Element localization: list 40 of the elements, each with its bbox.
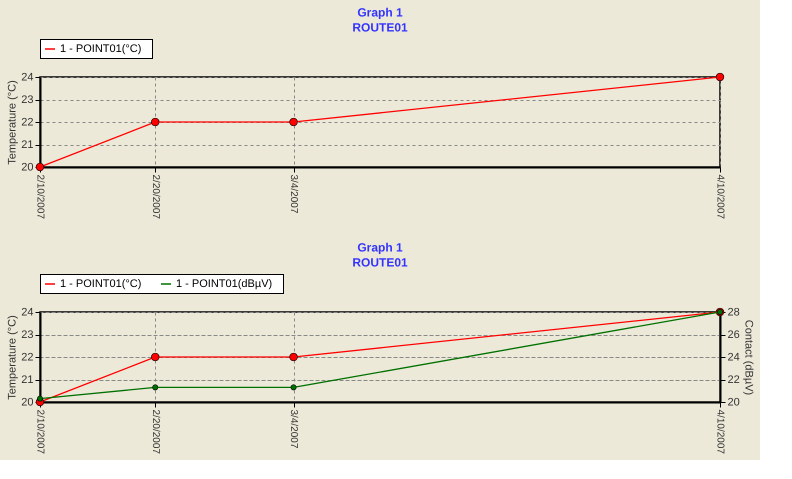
y2-tick-label: 22 [728, 374, 740, 386]
y-tick-label: 24 [21, 306, 34, 318]
legend-label: 1 - POINT01(dBµV) [176, 278, 272, 290]
y2-tick-label: 20 [728, 396, 740, 408]
x-tick-label: 3/4/2007 [288, 174, 300, 214]
chart-subtitle: ROUTE01 [352, 20, 408, 34]
x-tick-label: 2/20/2007 [150, 174, 161, 220]
point [290, 384, 297, 390]
chart-title: Graph 1 [357, 6, 403, 20]
y2-tick-label: 28 [728, 306, 740, 318]
chart-title: Graph 1 [357, 240, 403, 254]
point [289, 352, 298, 362]
y2-tick-label: 26 [728, 329, 740, 341]
legend-label: 1 - POINT01(°C) [60, 43, 142, 55]
x-tick-label: 3/4/2007 [288, 410, 300, 449]
point [152, 384, 158, 390]
y-tick-label: 23 [21, 94, 34, 106]
point [151, 352, 160, 362]
x-tick-label: 2/20/2007 [150, 410, 161, 454]
y-tick-label: 21 [21, 374, 34, 386]
point [151, 118, 160, 126]
y-tick-label: 20 [21, 396, 34, 408]
y-tick-label: 23 [21, 329, 34, 341]
y-tick-label: 24 [21, 72, 34, 84]
x-tick-label: 2/10/2007 [34, 410, 46, 454]
y-axis-title: Temperature (°C) [6, 315, 18, 400]
x-tick-label: 4/10/2007 [714, 174, 726, 220]
y2-axis-title: Contact (dBµV) [742, 320, 755, 396]
chart-subtitle: ROUTE01 [352, 256, 408, 270]
y2-tick-label: 24 [728, 352, 740, 364]
x-tick-label: 2/10/2007 [34, 174, 46, 220]
x-tick-label: 4/10/2007 [714, 410, 726, 454]
y-tick-label: 22 [21, 352, 34, 364]
y-tick-label: 21 [21, 139, 34, 151]
y-tick-label: 22 [21, 116, 34, 128]
legend-label: 1 - POINT01(°C) [60, 278, 142, 290]
y-tick-label: 20 [21, 162, 34, 174]
point [289, 118, 298, 126]
y-axis-title: Temperature (°C) [6, 80, 18, 165]
point [716, 72, 724, 82]
